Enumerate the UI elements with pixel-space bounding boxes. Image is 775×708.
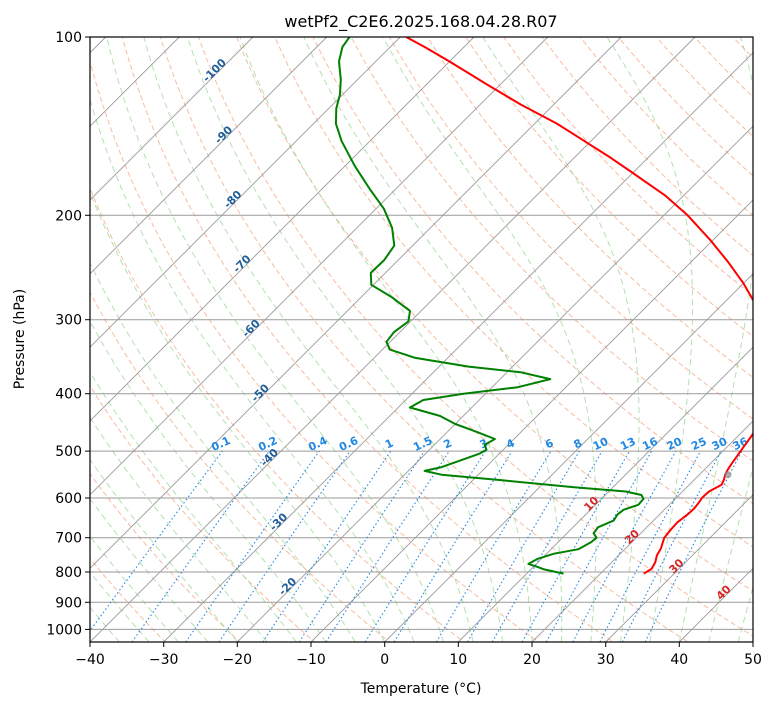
mixing-ratio-label: 30 — [710, 435, 730, 453]
mixing-ratio-label: 16 — [640, 435, 660, 453]
moist-adiabat-line — [737, 585, 753, 642]
mixing-ratio-line — [218, 450, 351, 642]
plot-area — [90, 37, 753, 642]
moist-adiabat-line — [708, 465, 753, 642]
isotherm-line — [90, 37, 254, 201]
dry-adiabat-line — [197, 37, 753, 637]
isotherm-line — [236, 125, 753, 642]
isotherm-line — [90, 37, 622, 569]
plot-frame — [89, 36, 754, 643]
y-tick-label: 900 — [55, 595, 82, 611]
temperature-line — [405, 37, 753, 575]
dry-adiabat-line — [90, 59, 540, 642]
mixing-ratio-label: 13 — [618, 435, 637, 453]
isotherm-line — [531, 420, 753, 642]
x-tick-label: −40 — [75, 652, 105, 668]
dry-adiabat-line — [90, 557, 167, 642]
isotherm-line — [90, 37, 475, 422]
dry-adiabat-line — [503, 37, 753, 297]
x-tick-label: −10 — [296, 652, 326, 668]
moist-adiabat-line — [382, 37, 597, 642]
mixing-ratio-line — [644, 450, 743, 642]
y-tick-label: 200 — [55, 208, 82, 224]
moist-adiabat-line — [106, 37, 445, 642]
data-series — [334, 37, 753, 575]
x-tick-label: 10 — [449, 652, 467, 668]
mixing-ratio-line — [572, 450, 677, 642]
mixing-ratio-line — [262, 450, 392, 642]
background-lines — [90, 37, 753, 642]
y-tick-label: 400 — [55, 387, 82, 403]
x-tick-label: 40 — [670, 652, 688, 668]
isotherm-line — [90, 37, 549, 496]
isotherm-line — [90, 37, 401, 348]
moist-adiabat-line — [606, 37, 694, 642]
mixing-ratio-label: 10 — [591, 435, 611, 453]
moist-adiabat-line — [678, 37, 753, 642]
x-tick-label: −20 — [223, 652, 253, 668]
mixing-ratio-line — [185, 450, 320, 642]
moist-adiabat-line — [187, 37, 503, 642]
x-axis-title: Temperature (°C) — [360, 681, 482, 697]
mixing-ratio-line — [298, 450, 425, 642]
y-tick-label: 600 — [55, 491, 82, 507]
mixing-ratio-label: 20 — [665, 435, 685, 453]
moist-adiabat-line — [90, 97, 415, 642]
moist-adiabat-line — [239, 37, 533, 642]
moist-adiabat-line — [90, 370, 297, 642]
dry-adiabat-line — [121, 37, 615, 642]
dry-adiabat-line — [274, 37, 753, 548]
mixing-ratio-line — [325, 450, 450, 642]
isotherm-line — [163, 52, 753, 642]
isotherm-label: -10 — [285, 639, 308, 662]
mixing-ratio-line — [90, 450, 223, 632]
chart-title: wetPf2_C2E6.2025.168.04.28.R07 — [284, 12, 557, 32]
moist-adiabat-line — [90, 190, 386, 642]
y-tick-label: 800 — [55, 565, 82, 581]
dry-adiabat-line — [236, 37, 753, 592]
axis-ticks: −40 −30 −20 −10 0 10 20 30 40 50 100 200 300 400 500 60… — [46, 30, 762, 668]
isotherm-line — [90, 37, 696, 642]
isotherm-line — [90, 37, 328, 275]
parcel-marker — [724, 471, 732, 479]
mixing-ratio-line — [131, 450, 270, 642]
mixing-ratio-line — [545, 450, 653, 642]
mixing-ratio-label: 25 — [689, 435, 708, 453]
mixing-ratio-line — [393, 450, 513, 642]
y-axis-title: Pressure (hPa) — [12, 289, 28, 389]
x-tick-label: 0 — [380, 652, 389, 668]
isotherm-line — [384, 273, 753, 642]
isotherm-line — [605, 494, 753, 642]
moist-adiabat-line — [303, 37, 563, 642]
y-tick-label: 100 — [55, 30, 82, 46]
moist-adiabat-line — [90, 320, 327, 642]
dry-adiabat-line — [90, 291, 391, 642]
dry-adiabat-line — [90, 186, 465, 642]
moist-adiabat-line — [90, 416, 268, 642]
isotherm-line — [310, 199, 753, 642]
dry-adiabat-line — [388, 37, 753, 420]
x-tick-label: −30 — [149, 652, 179, 668]
dry-adiabat-line — [350, 37, 753, 462]
mixing-ratio-line — [521, 450, 630, 642]
y-tick-label: 300 — [55, 313, 82, 329]
x-tick-label: 30 — [597, 652, 615, 668]
y-tick-label: 500 — [55, 444, 82, 460]
mixing-ratio-label: 36 — [731, 435, 751, 453]
moist-adiabat-line — [90, 458, 238, 642]
moist-adiabat-line — [90, 261, 356, 642]
y-tick-label: 700 — [55, 531, 82, 547]
y-tick-label: 1000 — [46, 622, 82, 638]
x-tick-label: 50 — [744, 652, 762, 668]
dry-adiabat-line — [465, 37, 753, 338]
dry-adiabat-line — [90, 384, 316, 642]
isotherm-line — [457, 346, 753, 642]
x-tick-label: 20 — [523, 652, 541, 668]
dewpoint-line — [334, 37, 645, 575]
moist-adiabat-line — [143, 37, 474, 642]
moist-adiabat-line — [482, 37, 640, 642]
